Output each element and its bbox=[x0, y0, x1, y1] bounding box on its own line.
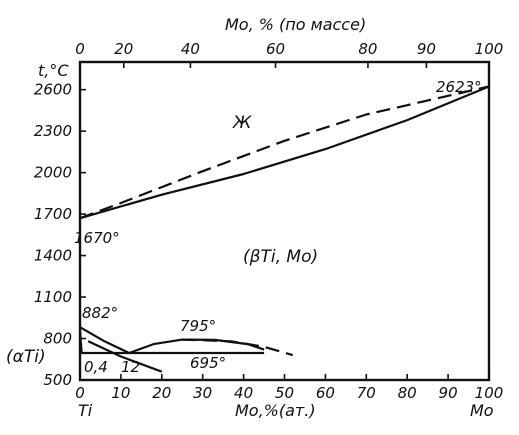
top-tick-label: 40 bbox=[181, 40, 200, 58]
y-tick-label: 1400 bbox=[34, 247, 72, 265]
y-tick-label: 800 bbox=[43, 330, 72, 348]
top-tick-label: 20 bbox=[114, 40, 133, 58]
x-tick-label: 50 bbox=[275, 384, 294, 402]
y-tick-label: 1700 bbox=[34, 205, 72, 223]
phase-label-alpha: (αTi) bbox=[6, 347, 46, 367]
annotation-mo-melting: 2623° bbox=[436, 78, 482, 96]
phase-label-liquid: Ж bbox=[232, 113, 252, 133]
left-component-label: Ti bbox=[78, 401, 93, 420]
top-tick-label: 60 bbox=[266, 40, 285, 58]
series-line-3 bbox=[78, 330, 83, 354]
x-tick-label: 70 bbox=[357, 384, 376, 402]
top-tick-label: 80 bbox=[358, 40, 377, 58]
y-tick-label: 2300 bbox=[34, 122, 72, 140]
x-tick-label: 80 bbox=[398, 384, 417, 402]
x-tick-label: 30 bbox=[193, 384, 212, 402]
series-line-7 bbox=[87, 340, 163, 373]
y-axis-title: t,°C bbox=[38, 61, 69, 80]
phase-label-beta: (βTi, Mo) bbox=[243, 247, 318, 267]
series-line-1 bbox=[79, 85, 490, 220]
top-tick-label: 90 bbox=[417, 40, 436, 58]
top-axis-title: Mo, % (по массе) bbox=[225, 15, 366, 34]
right-component-label: Mo bbox=[470, 401, 494, 420]
x-tick-label: 0 bbox=[75, 384, 85, 402]
annotation-eutectoid-composition: 12 bbox=[121, 358, 140, 376]
y-tick-label: 1100 bbox=[34, 288, 72, 306]
annotation-ti-transition: 882° bbox=[82, 304, 118, 322]
annotation-alpha-solubility: 0,4 bbox=[84, 358, 108, 376]
top-tick-label: 0 bbox=[75, 40, 85, 58]
series-line-6 bbox=[182, 338, 294, 357]
plot-frame bbox=[78, 60, 491, 382]
y-tick-label: 2600 bbox=[34, 81, 72, 99]
x-tick-label: 100 bbox=[475, 384, 504, 402]
bottom-axis-ticks: 0 10 20 30 40 50 60 70 80 90 100 bbox=[75, 374, 503, 402]
x-axis-title: Mo,%(ат.) bbox=[235, 401, 316, 420]
x-tick-label: 60 bbox=[316, 384, 335, 402]
top-axis-ticks: 0 20 40 60 80 90 100 bbox=[75, 40, 503, 68]
x-tick-label: 90 bbox=[439, 384, 458, 402]
series-line-5 bbox=[128, 338, 265, 355]
series-line-2 bbox=[79, 326, 130, 354]
y-tick-label: 2000 bbox=[34, 164, 72, 182]
annotation-ti-melting: 1670° bbox=[74, 229, 120, 247]
annotation-monotectoid: 795° bbox=[180, 317, 216, 335]
y-tick-label: 500 bbox=[43, 371, 72, 389]
series-line-0 bbox=[79, 85, 490, 220]
x-tick-label: 40 bbox=[234, 384, 253, 402]
x-tick-label: 20 bbox=[152, 384, 171, 402]
annotation-eutectoid: 695° bbox=[190, 354, 226, 372]
left-axis-ticks: 500 800 1100 1400 1700 2000 2300 2600 bbox=[34, 81, 86, 389]
series-layer bbox=[78, 85, 490, 373]
top-tick-label: 100 bbox=[475, 40, 504, 58]
x-tick-label: 10 bbox=[111, 384, 130, 402]
